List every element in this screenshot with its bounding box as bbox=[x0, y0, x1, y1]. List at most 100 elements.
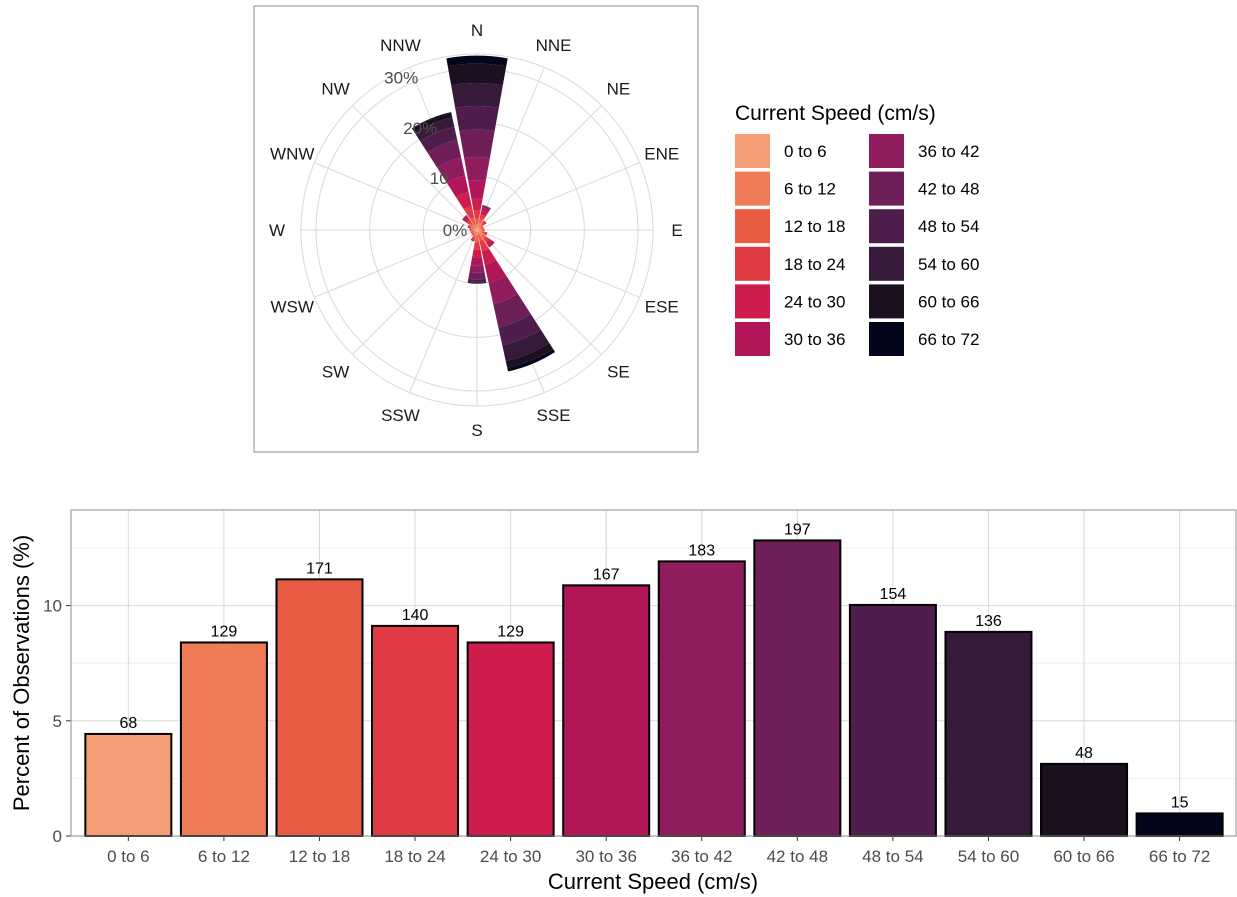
windrose-petal-segment-nw-3 bbox=[466, 219, 472, 225]
windrose-petal-segment-w-1 bbox=[472, 229, 475, 231]
windrose-petal-segment-s-10 bbox=[467, 282, 487, 284]
windrose-petal-segment-nw-0 bbox=[474, 227, 477, 230]
legend-label: 60 to 66 bbox=[918, 292, 979, 311]
windrose-direction-label: SSW bbox=[381, 406, 420, 425]
windrose-petal-segment-nnw-1 bbox=[474, 225, 477, 229]
windrose-petal-segment-nw-1 bbox=[472, 225, 476, 229]
bar-24-to-30 bbox=[466, 641, 555, 838]
windrose-petal-segment-s-2 bbox=[474, 235, 480, 243]
windrose-petal-segment-nw-5 bbox=[462, 215, 469, 222]
windrose-spoke bbox=[476, 105, 602, 231]
legend-label: 66 to 72 bbox=[918, 330, 979, 349]
windrose-petal-segment-sse-0 bbox=[477, 230, 478, 232]
legend-swatch bbox=[735, 284, 770, 319]
bar-chart-panel-border bbox=[70, 509, 1237, 837]
legend-swatch bbox=[869, 209, 904, 244]
legend-swatch bbox=[869, 322, 904, 356]
windrose-petal-segment-sw-3 bbox=[471, 233, 474, 236]
bar-chart-bars bbox=[84, 539, 1224, 838]
legend-label: 42 to 48 bbox=[918, 180, 979, 199]
bar-data-label: 167 bbox=[593, 566, 620, 583]
windrose-petal-segment-nnw-4 bbox=[455, 191, 472, 210]
bar-data-label: 15 bbox=[1171, 794, 1189, 811]
bar-x-tick-label: 0 to 6 bbox=[107, 847, 150, 866]
bar-data-label: 129 bbox=[211, 623, 238, 640]
windrose-petal-segment-se-2 bbox=[480, 233, 487, 240]
windrose-petal-segment-nnw-8 bbox=[420, 126, 458, 153]
bar-x-tick-label: 66 to 72 bbox=[1149, 847, 1210, 866]
windrose-direction-label: S bbox=[471, 421, 482, 440]
bar-data-label: 140 bbox=[402, 607, 429, 624]
windrose-direction-label: E bbox=[671, 221, 682, 240]
windrose-petal-segment-sse-11 bbox=[507, 348, 556, 372]
windrose-petal-segment-nne-1 bbox=[477, 222, 482, 227]
bar-data-label: 136 bbox=[975, 613, 1002, 630]
windrose-petal-segment-nw-6 bbox=[462, 215, 468, 221]
windrose-petal-segment-wnw-1 bbox=[472, 227, 476, 230]
windrose-petal-segment-ne-0 bbox=[477, 227, 480, 230]
windrose-direction-label: NE bbox=[607, 80, 631, 99]
bar-chart-x-axis-title: Current Speed (cm/s) bbox=[548, 869, 758, 894]
windrose-radial-tick-label: 0% bbox=[443, 221, 468, 240]
windrose-petal-segment-se-3 bbox=[483, 236, 490, 243]
legend-swatch bbox=[735, 171, 770, 206]
windrose-petal-segment-nw-2 bbox=[469, 222, 474, 227]
bar-y-tick-label: 10 bbox=[43, 597, 62, 616]
windrose-petal-segment-sse-9 bbox=[502, 329, 550, 362]
windrose-spoke bbox=[409, 229, 478, 393]
bar-data-label: 171 bbox=[306, 560, 333, 577]
legend-title: Current Speed (cm/s) bbox=[735, 102, 936, 125]
legend-label: 30 to 36 bbox=[784, 330, 845, 349]
windrose-petal-segment-nnw-11 bbox=[411, 112, 452, 130]
windrose-petal-segment-se-5 bbox=[487, 240, 495, 248]
bar-42-to-48 bbox=[753, 539, 842, 837]
bar-data-label: 68 bbox=[119, 715, 137, 732]
windrose-petal-segment-ne-1 bbox=[478, 225, 482, 229]
bar-chart-data-labels: 68 129 171 140 129 167 183 197 154 136 48 15 bbox=[119, 521, 1188, 811]
windrose-petal-segment-wsw-0 bbox=[475, 230, 477, 231]
windrose-petal-segment-e-3 bbox=[482, 228, 485, 232]
windrose-petal-segment-n-10 bbox=[447, 63, 507, 86]
windrose-petal-segment-nnw-10 bbox=[412, 113, 453, 133]
windrose-spoke bbox=[476, 229, 640, 298]
windrose-petal-segment-nw-4 bbox=[464, 217, 470, 223]
windrose-petal-segment-nnw-7 bbox=[427, 139, 462, 168]
windrose-petal-segment-s-8 bbox=[467, 278, 487, 283]
bar-x-tick-label: 36 to 42 bbox=[671, 847, 732, 866]
windrose-petal-segment-ese-0 bbox=[477, 230, 480, 232]
bar-x-tick-label: 12 to 18 bbox=[289, 847, 350, 866]
windrose-petal-segment-n-11 bbox=[446, 55, 508, 67]
windrose-petal-segment-wsw-3 bbox=[470, 231, 473, 234]
windrose-petal-segment-ese-1 bbox=[479, 230, 483, 233]
windrose-petal-segment-n-6 bbox=[464, 157, 490, 181]
bar-data-label: 129 bbox=[497, 623, 524, 640]
windrose-petal-segment-nnw-9 bbox=[414, 117, 455, 141]
bar-data-label: 48 bbox=[1075, 745, 1093, 762]
bar-x-tick-label: 18 to 24 bbox=[384, 847, 445, 866]
windrose-petal-segment-sse-3 bbox=[479, 239, 489, 252]
windrose-petal-segment-n-4 bbox=[471, 198, 483, 211]
windrose-direction-label: NNE bbox=[536, 36, 572, 55]
legend-swatch bbox=[735, 246, 770, 281]
bar-48-to-54 bbox=[848, 603, 937, 838]
legend: 0 to 6 6 to 12 12 to 18 18 to 24 24 to 30 30 … bbox=[735, 134, 979, 356]
windrose-petal-segment-ne-3 bbox=[481, 221, 486, 226]
legend-swatch bbox=[735, 209, 770, 244]
windrose-petal-segment-s-4 bbox=[472, 249, 482, 258]
windrose-radial-tick-label: 30% bbox=[384, 69, 418, 88]
bar-data-label: 197 bbox=[784, 521, 811, 538]
windrose-petal-segment-ssw-2 bbox=[472, 234, 476, 238]
windrose-petal-segment-sw-0 bbox=[475, 230, 477, 232]
windrose-petal-segment-nne-2 bbox=[478, 218, 484, 224]
windrose-petal-segment-s-6 bbox=[469, 264, 485, 273]
windrose-petal-segment-nne-3 bbox=[479, 214, 486, 221]
windrose-petal-segment-wsw-1 bbox=[473, 230, 476, 232]
bar-data-label: 154 bbox=[880, 586, 907, 603]
windrose-spoke bbox=[314, 162, 478, 231]
bar-y-tick-label: 5 bbox=[53, 712, 62, 731]
windrose-direction-label: WNW bbox=[270, 144, 314, 163]
windrose-petal-segment-ssw-4 bbox=[470, 238, 475, 242]
bar-36-to-42 bbox=[657, 560, 746, 837]
bar-y-tick-label: 0 bbox=[53, 827, 62, 846]
windrose-petal-segment-n-3 bbox=[473, 210, 481, 219]
